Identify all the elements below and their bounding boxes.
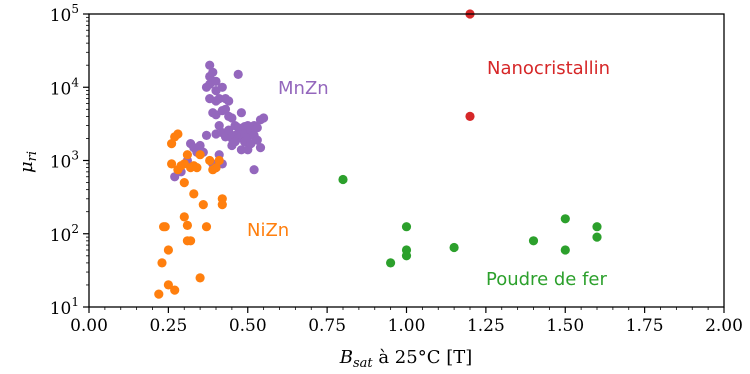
annotation-poudre-de-fer: Poudre de fer [486, 269, 607, 290]
point-mnzn-18 [211, 76, 221, 86]
point-nizn-17 [182, 220, 192, 230]
point-poudre-de-fer-9 [592, 222, 602, 232]
annotation-mnzn: MnZn [278, 78, 329, 99]
point-mnzn-59 [252, 123, 262, 133]
x-tick-label-5: 1.25 [467, 316, 505, 336]
point-nizn-10 [173, 129, 183, 139]
y-tick-label-3: 104 [50, 75, 80, 99]
point-nizn-4 [163, 280, 173, 290]
point-mnzn-0 [170, 172, 180, 182]
point-mnzn-31 [220, 104, 231, 114]
point-mnzn-64 [230, 137, 240, 147]
point-poudre-de-fer-4 [401, 251, 412, 261]
point-mnzn-36 [224, 125, 234, 135]
point-poudre-de-fer-10 [592, 232, 602, 242]
point-nizn-3 [160, 222, 170, 232]
point-nizn-0 [154, 289, 164, 299]
x-tick-label-2: 0.50 [229, 316, 267, 336]
point-mnzn-58 [249, 165, 259, 175]
point-poudre-de-fer-0 [338, 174, 348, 185]
point-nizn-6 [167, 159, 177, 169]
x-tick-label-0: 0.00 [70, 316, 108, 336]
point-mnzn-60 [252, 135, 262, 145]
point-nizn-25 [198, 200, 208, 210]
y-axis: 101 102 103 104 105 [50, 2, 89, 319]
point-nizn-13 [179, 178, 189, 188]
y-tick-label-4: 105 [50, 2, 79, 26]
x-tick-label-7: 1.75 [626, 316, 664, 336]
point-mnzn-62 [255, 143, 266, 153]
point-nizn-5 [163, 245, 173, 255]
point-nizn-32 [217, 200, 227, 210]
point-nizn-27 [205, 155, 215, 166]
point-mnzn-46 [236, 145, 246, 155]
point-poudre-de-fer-5 [449, 242, 459, 253]
point-mnzn-8 [201, 130, 212, 140]
data-points [154, 9, 602, 299]
annotation-nanocristallin: Nanocristallin [487, 58, 610, 79]
point-mnzn-24 [214, 94, 224, 104]
point-nizn-33 [179, 212, 189, 222]
point-mnzn-34 [224, 96, 234, 106]
y-tick-label-1: 102 [50, 222, 79, 246]
y-axis-label: μri [16, 151, 40, 173]
point-nizn-23 [195, 273, 205, 283]
point-mnzn-12 [205, 60, 215, 70]
x-tick-label-6: 1.50 [546, 316, 584, 336]
point-nizn-22 [192, 163, 202, 173]
point-poudre-de-fer-6 [528, 236, 539, 246]
point-poudre-de-fer-7 [560, 214, 570, 224]
y-tick-label-2: 103 [50, 149, 79, 173]
point-poudre-de-fer-2 [401, 222, 412, 232]
x-tick-label-8: 2.00 [705, 316, 743, 336]
point-poudre-de-fer-8 [560, 245, 570, 255]
x-tick-label-1: 0.25 [149, 316, 187, 336]
point-mnzn-14 [208, 67, 218, 77]
point-nanocristallin-1 [465, 111, 475, 121]
point-mnzn-27 [217, 82, 227, 92]
x-axis: 0.00 0.25 0.50 0.75 1.00 1.25 1.50 1.75 2.00 [70, 307, 743, 336]
point-nizn-20 [189, 189, 199, 199]
point-nizn-24 [195, 150, 205, 160]
point-mnzn-37 [227, 113, 237, 123]
point-nizn-30 [214, 155, 224, 166]
point-nizn-29 [211, 163, 221, 173]
point-nizn-26 [201, 222, 212, 232]
point-nizn-8 [170, 285, 180, 295]
y-tick-label-0: 101 [50, 295, 79, 319]
x-tick-label-4: 1.00 [388, 316, 426, 336]
point-nizn-15 [182, 150, 192, 160]
point-nizn-1 [157, 258, 167, 268]
point-mnzn-42 [233, 69, 243, 79]
point-mnzn-25 [214, 121, 224, 131]
point-poudre-de-fer-1 [386, 258, 396, 268]
annotation-nizn: NiZn [247, 220, 289, 241]
point-nizn-18 [186, 236, 196, 246]
x-tick-label-3: 0.75 [308, 316, 346, 336]
point-mnzn-63 [259, 113, 269, 123]
point-mnzn-47 [236, 108, 246, 118]
x-axis-label: Bsat à 25°C [T] [339, 347, 473, 371]
